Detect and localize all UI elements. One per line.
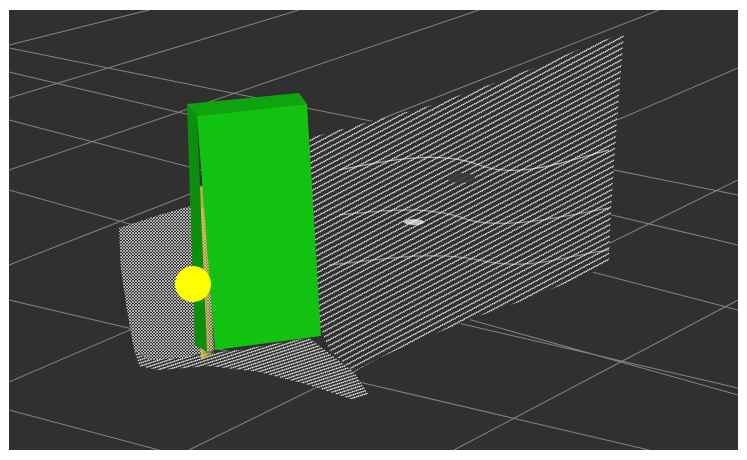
3d-viewport[interactable] [9,10,738,450]
point-cloud-floor [134,338,369,400]
box-front-face [197,104,321,350]
box-top-face [187,93,307,116]
yellow-sphere-marker[interactable] [175,266,211,302]
wall-shadow-spot [447,173,475,183]
point-cloud-wall [309,34,624,372]
point-cloud-scene[interactable] [9,10,738,450]
point-cloud-left-patch [119,205,214,360]
